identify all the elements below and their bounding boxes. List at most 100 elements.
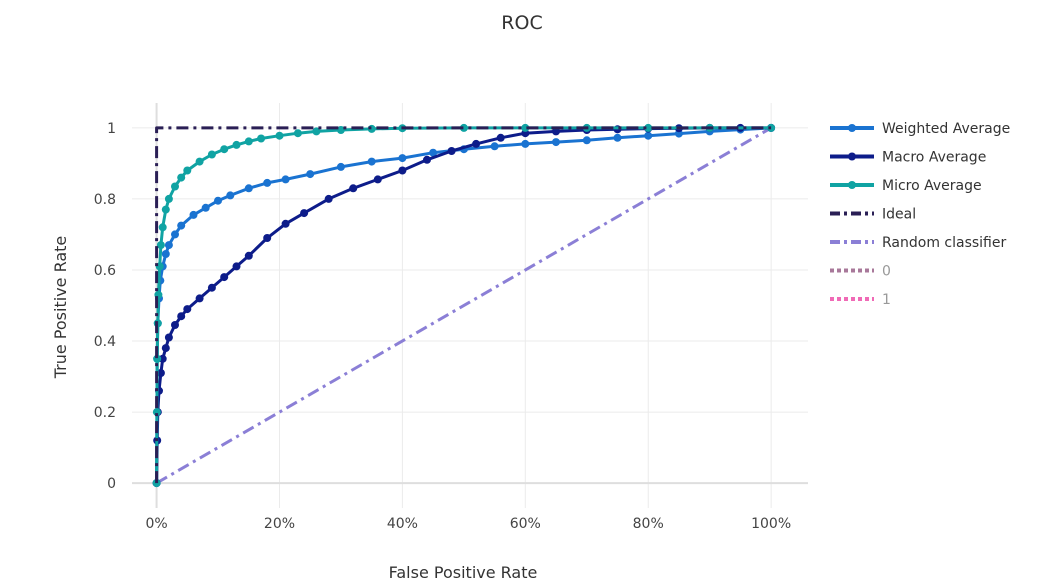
- data-point[interactable]: [336, 162, 345, 171]
- data-point[interactable]: [244, 137, 253, 146]
- data-point[interactable]: [336, 126, 345, 134]
- data-point[interactable]: [398, 154, 407, 163]
- series-ideal[interactable]: [155, 126, 772, 484]
- data-point[interactable]: [161, 205, 170, 214]
- legend-label: Macro Average: [882, 150, 986, 166]
- data-point[interactable]: [521, 123, 530, 132]
- data-point[interactable]: [613, 133, 622, 142]
- data-point[interactable]: [232, 262, 241, 271]
- data-point[interactable]: [220, 273, 229, 282]
- legend-item-1[interactable]: 1: [830, 292, 891, 308]
- data-point[interactable]: [156, 241, 165, 250]
- data-point[interactable]: [195, 294, 204, 303]
- data-point[interactable]: [281, 219, 290, 228]
- data-point[interactable]: [429, 148, 438, 157]
- x-tick-label: 40%: [387, 516, 418, 532]
- data-point[interactable]: [158, 354, 167, 363]
- legend-item-macro-average[interactable]: Macro Average: [830, 150, 986, 166]
- legend-marker: [848, 124, 856, 132]
- x-tick-label: 80%: [633, 516, 664, 532]
- data-point[interactable]: [263, 178, 272, 187]
- data-point[interactable]: [152, 408, 161, 417]
- legend-item-0[interactable]: 0: [830, 264, 891, 280]
- x-tick-label: 60%: [510, 516, 541, 532]
- data-point[interactable]: [226, 191, 235, 200]
- data-point[interactable]: [171, 230, 179, 239]
- data-point[interactable]: [300, 209, 309, 218]
- y-tick-label: 0.8: [94, 192, 116, 208]
- series-line: [155, 126, 772, 485]
- legend-label: Random classifier: [882, 235, 1006, 251]
- data-point[interactable]: [171, 182, 179, 191]
- data-point[interactable]: [293, 129, 302, 138]
- data-point[interactable]: [195, 157, 204, 166]
- data-point[interactable]: [472, 139, 481, 148]
- legend-label: Ideal: [882, 207, 916, 223]
- data-point[interactable]: [521, 139, 530, 148]
- data-point[interactable]: [232, 140, 241, 149]
- legend-label: Micro Average: [882, 178, 982, 194]
- data-point[interactable]: [582, 136, 591, 145]
- data-point[interactable]: [177, 221, 186, 230]
- data-point[interactable]: [281, 175, 290, 184]
- data-point[interactable]: [214, 196, 222, 205]
- data-point[interactable]: [171, 321, 179, 329]
- data-point[interactable]: [201, 203, 210, 212]
- legend-item-weighted-average[interactable]: Weighted Average: [830, 121, 1010, 137]
- data-point[interactable]: [164, 333, 173, 342]
- data-point[interactable]: [644, 131, 653, 140]
- data-point[interactable]: [423, 155, 431, 164]
- data-point[interactable]: [244, 251, 253, 260]
- x-tick-label: 20%: [264, 516, 295, 532]
- y-tick-label: 0: [107, 476, 116, 492]
- series-line: [155, 126, 772, 484]
- axes: 0% 20% 40% 60% 80% 100% 0 0.2 0.4 0.6 0.8 1: [94, 121, 791, 532]
- data-point[interactable]: [161, 344, 170, 353]
- legend-item-random-classifier[interactable]: Random classifier: [830, 235, 1006, 251]
- data-point[interactable]: [324, 194, 333, 203]
- data-point[interactable]: [306, 170, 315, 179]
- data-point[interactable]: [164, 194, 173, 203]
- data-point[interactable]: [183, 166, 192, 175]
- series-random-classifier[interactable]: [155, 126, 772, 485]
- data-point[interactable]: [207, 283, 216, 292]
- y-axis-title: True Positive Rate: [51, 236, 70, 380]
- legend-item-micro-average[interactable]: Micro Average: [830, 178, 982, 194]
- data-point[interactable]: [552, 138, 560, 147]
- data-point[interactable]: [644, 123, 653, 132]
- legend-label: Weighted Average: [882, 121, 1010, 137]
- chart-title: ROC: [501, 12, 542, 34]
- data-point[interactable]: [263, 234, 272, 242]
- series-micro-average[interactable]: [152, 123, 776, 488]
- data-point[interactable]: [398, 166, 407, 175]
- data-point[interactable]: [373, 175, 382, 184]
- legend: Weighted Average Macro Average Micro Avera…: [830, 121, 1010, 308]
- data-point[interactable]: [496, 133, 505, 142]
- data-point[interactable]: [490, 142, 499, 151]
- data-point[interactable]: [156, 369, 165, 377]
- legend-item-ideal[interactable]: Ideal: [830, 207, 916, 223]
- legend-marker: [848, 181, 856, 189]
- data-point[interactable]: [161, 250, 170, 258]
- data-point[interactable]: [164, 241, 173, 250]
- data-point[interactable]: [275, 131, 284, 140]
- data-point[interactable]: [220, 145, 229, 154]
- data-point[interactable]: [177, 173, 186, 182]
- data-point[interactable]: [189, 210, 198, 219]
- y-tick-label: 1: [107, 121, 116, 137]
- data-point[interactable]: [158, 223, 167, 232]
- data-point[interactable]: [183, 305, 192, 314]
- data-point[interactable]: [367, 157, 376, 166]
- data-point[interactable]: [447, 147, 456, 155]
- data-point[interactable]: [177, 312, 186, 321]
- plot-area[interactable]: [152, 123, 776, 488]
- legend-marker: [848, 152, 856, 161]
- data-point[interactable]: [244, 184, 253, 193]
- x-tick-label: 100%: [751, 516, 791, 532]
- data-point[interactable]: [207, 150, 216, 159]
- data-point[interactable]: [257, 134, 266, 143]
- x-tick-label: 0%: [145, 516, 167, 532]
- data-point[interactable]: [349, 184, 358, 193]
- data-point[interactable]: [459, 123, 468, 132]
